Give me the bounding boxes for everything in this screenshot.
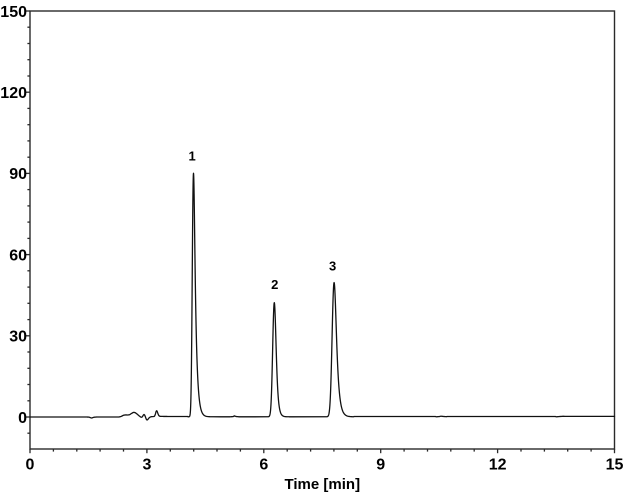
svg-text:15: 15 xyxy=(606,457,624,474)
svg-text:9: 9 xyxy=(376,457,385,474)
svg-text:1: 1 xyxy=(188,148,195,163)
svg-text:2: 2 xyxy=(271,277,278,292)
svg-text:3: 3 xyxy=(142,457,151,474)
svg-text:12: 12 xyxy=(489,457,507,474)
svg-text:60: 60 xyxy=(9,247,27,264)
svg-text:Time [min]: Time [min] xyxy=(285,476,361,493)
svg-text:6: 6 xyxy=(259,457,268,474)
svg-text:30: 30 xyxy=(9,329,27,346)
svg-text:90: 90 xyxy=(9,166,27,183)
svg-text:3: 3 xyxy=(329,259,336,274)
svg-text:150: 150 xyxy=(0,4,27,21)
svg-text:0: 0 xyxy=(18,410,27,427)
svg-text:0: 0 xyxy=(26,457,35,474)
svg-text:120: 120 xyxy=(0,85,27,102)
